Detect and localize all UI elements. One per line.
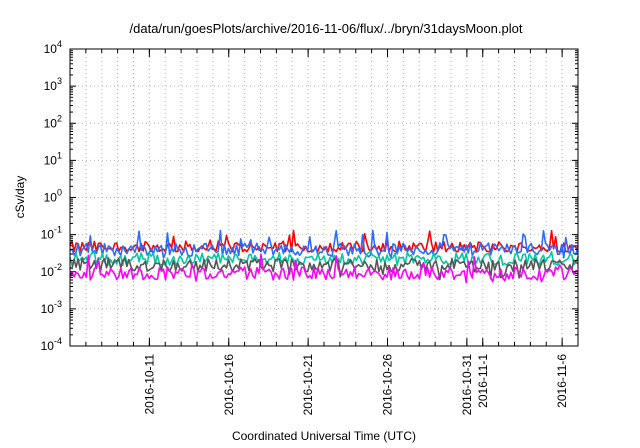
x-tick-label: 2016-10-16 <box>222 354 236 416</box>
y-tick-label: 100 <box>44 188 62 205</box>
chart-title: /data/run/goesPlots/archive/2016-11-06/f… <box>130 21 523 36</box>
x-tick-label: 2016-11-1 <box>476 354 490 408</box>
x-tick-label: 2016-10-26 <box>381 354 395 416</box>
series-line-4 <box>69 257 579 281</box>
y-tick-label: 104 <box>44 39 62 56</box>
y-tick-label: 101 <box>44 150 62 167</box>
grid <box>70 49 578 346</box>
y-tick-label: 10-1 <box>41 225 62 242</box>
y-axis: 10-4 10-3 10-2 10-1 100 101 102 103 104 <box>41 39 578 353</box>
y-tick-label: 10-3 <box>41 299 62 316</box>
x-axis-label: Coordinated Universal Time (UTC) <box>232 429 416 443</box>
y-tick-label: 103 <box>44 76 62 93</box>
x-tick-label: 2016-10-21 <box>301 354 315 416</box>
series-group <box>69 229 579 284</box>
y-axis-label: cSv/day <box>13 176 27 219</box>
x-tick-label: 2016-11-6 <box>555 354 569 408</box>
series-line-5 <box>69 253 579 284</box>
x-tick-label: 2016-10-11 <box>142 354 156 415</box>
series-line-2 <box>69 229 579 259</box>
x-axis: 2016-10-11 2016-10-16 2016-10-21 2016-10-26… <box>85 49 569 416</box>
y-tick-label: 10-4 <box>41 336 62 353</box>
x-tick-label: 2016-10-31 <box>460 354 474 416</box>
y-tick-label: 102 <box>44 113 62 130</box>
y-tick-label: 10-2 <box>41 262 62 279</box>
